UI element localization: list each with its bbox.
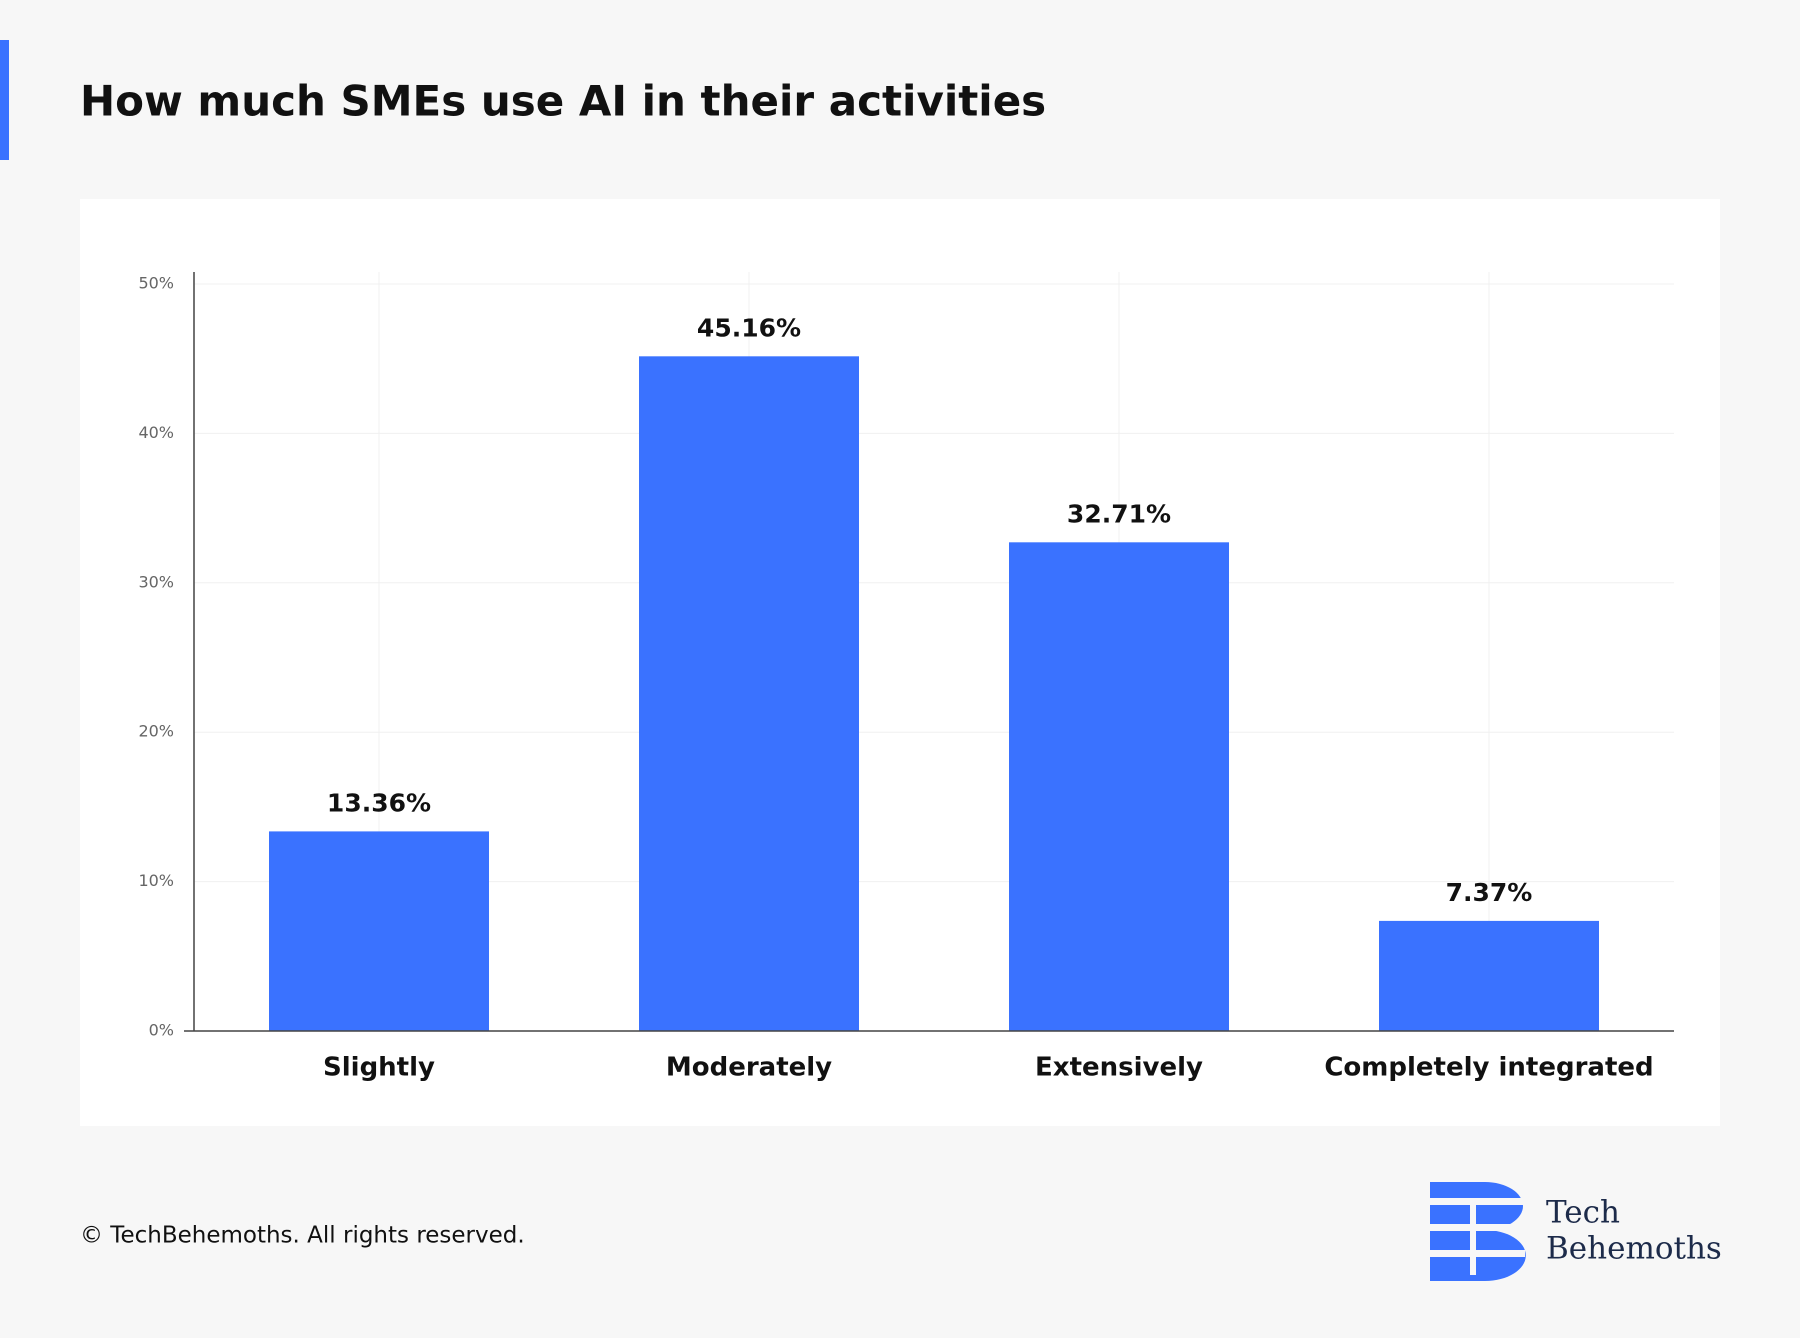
y-tick-label: 20% [138, 722, 174, 741]
logo-mark [1430, 1182, 1526, 1281]
y-tick-label: 40% [138, 423, 174, 442]
x-tick-label: Completely integrated [1324, 1053, 1653, 1083]
y-tick-label: 30% [138, 572, 174, 591]
copyright: © TechBehemoths. All rights reserved. [80, 1223, 525, 1249]
x-tick-label: Moderately [666, 1053, 832, 1083]
value-label: 32.71% [1067, 499, 1171, 528]
bar [1009, 542, 1229, 1031]
logo-text: Behemoths [1546, 1231, 1722, 1267]
logo-text: Tech [1546, 1195, 1620, 1231]
value-label: 7.37% [1446, 878, 1533, 907]
value-label: 45.16% [697, 313, 801, 342]
bar [639, 356, 859, 1032]
y-tick-label: 10% [138, 871, 174, 890]
chart-title: How much SMEs use AI in their activities [80, 77, 1046, 126]
bar [1379, 920, 1599, 1031]
bar [269, 831, 489, 1031]
y-tick-label: 50% [138, 274, 174, 293]
x-tick-label: Slightly [323, 1053, 435, 1083]
accent-bar [0, 40, 9, 160]
x-tick-label: Extensively [1035, 1053, 1203, 1083]
y-tick-label: 0% [149, 1021, 174, 1040]
value-label: 13.36% [327, 788, 431, 817]
